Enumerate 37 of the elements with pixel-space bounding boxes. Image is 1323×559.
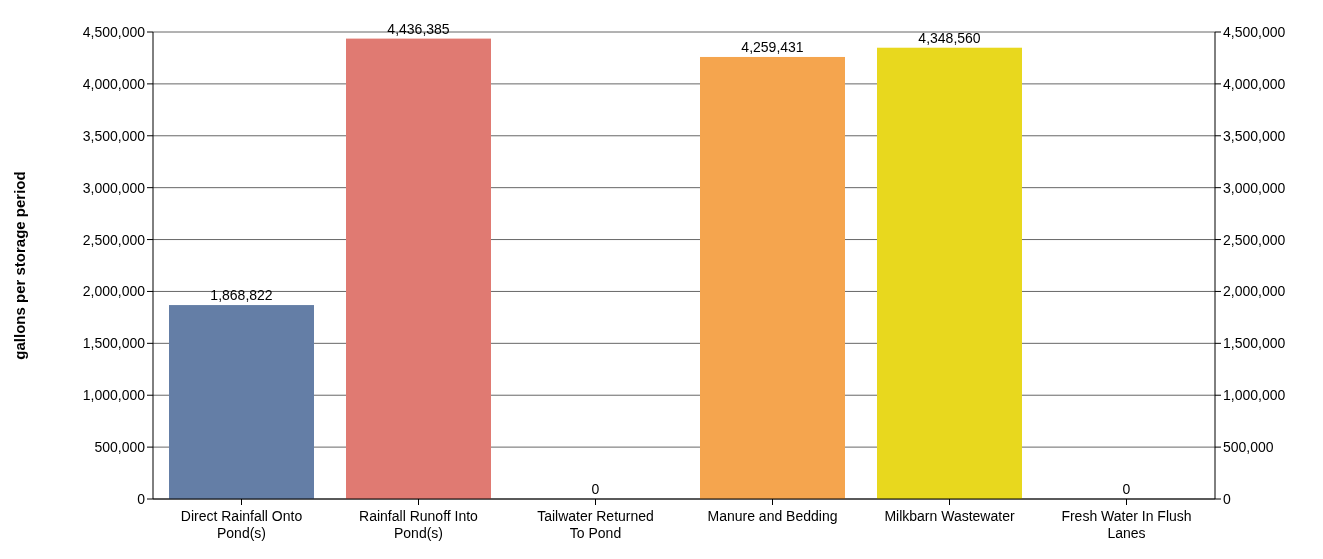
bar xyxy=(700,56,845,499)
x-tick-label: Milkbarn Wastewater xyxy=(884,508,1015,524)
y-tick-label: 3,000,000 xyxy=(82,179,146,196)
x-tick-label: Direct Rainfall Onto Pond(s) xyxy=(180,508,303,541)
x-tick-label: Rainfall Runoff Into Pond(s) xyxy=(359,508,479,541)
y-tick-label: 0 xyxy=(137,490,146,507)
y-tick-label: 4,000,000 xyxy=(82,75,146,92)
y-tick-label: 1,500,000 xyxy=(82,335,146,352)
data-label: 4,436,385 xyxy=(387,20,450,37)
y2-tick-label: 500,000 xyxy=(1223,439,1274,456)
y2-tick-label: 1,000,000 xyxy=(1223,387,1286,404)
y-tick-label: 500,000 xyxy=(94,439,146,456)
bar xyxy=(169,305,314,499)
data-label: 0 xyxy=(1122,481,1131,497)
y2-tick-label: 4,000,000 xyxy=(1223,75,1286,92)
data-label: 1,868,822 xyxy=(210,287,273,304)
y2-tick-label: 2,000,000 xyxy=(1223,283,1286,300)
x-tick-label: Tailwater Returned To Pond xyxy=(537,508,654,541)
bar xyxy=(346,38,491,499)
y-axis-title: gallons per storage period xyxy=(11,171,29,360)
x-tick-label: Manure and Bedding xyxy=(707,508,838,524)
y-tick-label: 3,500,000 xyxy=(82,127,146,144)
y2-tick-label: 4,500,000 xyxy=(1223,23,1286,40)
y2-tick-label: 3,000,000 xyxy=(1223,179,1286,196)
y2-tick-label: 3,500,000 xyxy=(1223,127,1286,144)
y-tick-label: 1,000,000 xyxy=(82,387,146,404)
y2-tick-label: 0 xyxy=(1223,490,1231,507)
bar xyxy=(877,47,1022,499)
y2-tick-label: 1,500,000 xyxy=(1223,335,1286,352)
data-label: 4,259,431 xyxy=(741,38,804,55)
data-label: 4,348,560 xyxy=(918,29,981,46)
data-label: 0 xyxy=(591,481,600,497)
y-tick-label: 2,000,000 xyxy=(82,283,146,300)
x-tick-label: Fresh Water In Flush Lanes xyxy=(1061,508,1192,541)
y-tick-label: 4,500,000 xyxy=(82,23,146,40)
y-tick-label: 2,500,000 xyxy=(82,231,146,248)
y2-tick-label: 2,500,000 xyxy=(1223,231,1286,248)
